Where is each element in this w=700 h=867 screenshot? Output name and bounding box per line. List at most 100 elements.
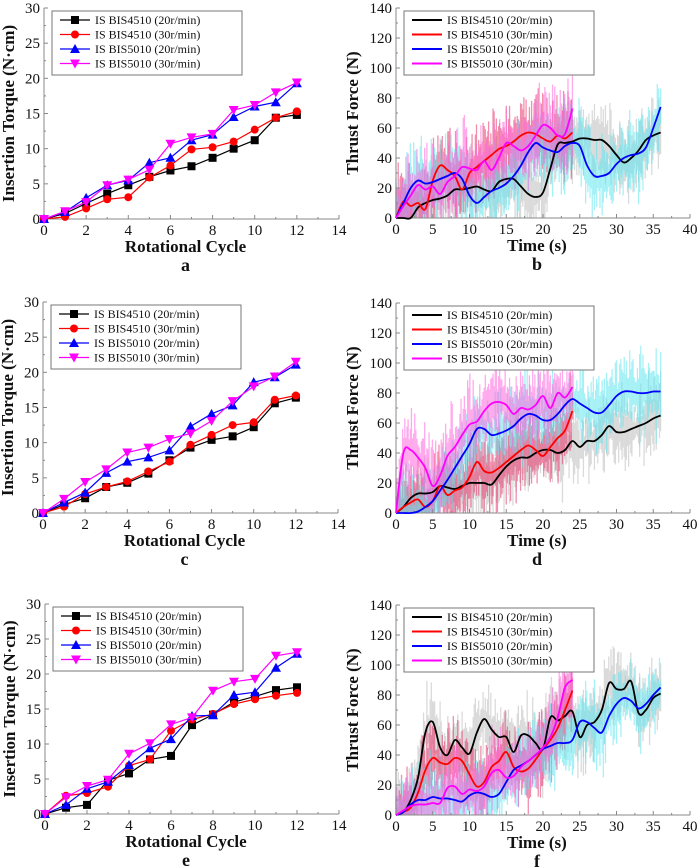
- legend-label: IS BIS4510 (30r/min): [96, 624, 201, 638]
- series-line: [396, 390, 661, 515]
- x-axis-label: Time (s): [507, 531, 567, 550]
- y-tick-label: 60: [377, 718, 392, 734]
- marker-triangle-down: [103, 775, 113, 785]
- series-1: [39, 391, 300, 517]
- legend: IS BIS4510 (20r/min)IS BIS4510 (30r/min)…: [51, 10, 243, 76]
- marker-triangle-up: [143, 452, 154, 462]
- chart-c: 0 2 4 6 8 10 12 14 0 5 10 15 20 25 30 Rotational Cycle I…: [0, 295, 346, 569]
- marker-triangle-down: [164, 435, 175, 445]
- chart-e: 0 2 4 6 8 10 12 14 0 5 10 15 20 25 30 Rotational Cycle I…: [0, 597, 347, 867]
- marker-circle: [124, 193, 133, 202]
- y-tick-label: 0: [32, 506, 40, 522]
- y-tick-label: 80: [377, 386, 392, 402]
- y-tick-label: 60: [377, 416, 392, 432]
- chart-a: 0 2 4 6 8 10 12 14 0 5 10 15 20 25 30 Rotational Cycle I…: [0, 1, 347, 275]
- y-tick-label: 20: [377, 181, 392, 197]
- panel-label: d: [532, 549, 542, 569]
- marker-circle: [72, 626, 80, 635]
- x-tick-label: 14: [331, 517, 347, 533]
- legend-label: IS BIS4510 (30r/min): [447, 323, 552, 337]
- marker-triangle-up: [185, 421, 196, 431]
- marker-square: [187, 162, 196, 171]
- legend-box: [50, 304, 242, 370]
- marker-square: [70, 310, 78, 318]
- y-tick-label: 120: [370, 628, 393, 644]
- x-tick-label: 0: [392, 819, 400, 835]
- y-tick-label: 30: [25, 1, 40, 17]
- y-tick-label: 0: [385, 808, 393, 824]
- legend-label: IS BIS4510 (30r/min): [95, 28, 200, 42]
- y-tick-label: 80: [377, 688, 392, 704]
- series-3: [395, 108, 574, 219]
- marker-triangle-up: [122, 456, 133, 466]
- marker-triangle-down: [59, 494, 70, 504]
- y-axis-label: Insertion Torque (N·cm): [0, 319, 17, 496]
- marker-triangle-down: [292, 648, 302, 658]
- marker-triangle-up: [206, 408, 217, 418]
- x-tick-label: 10: [462, 517, 477, 533]
- legend-entry: IS BIS4510 (30r/min): [412, 323, 552, 337]
- marker-triangle-down: [206, 416, 217, 426]
- legend-entry: IS BIS5010 (20r/min): [59, 336, 199, 350]
- x-tick-label: 14: [332, 818, 348, 834]
- y-tick-label: 0: [385, 506, 393, 522]
- x-tick-label: 0: [392, 517, 400, 533]
- legend-entry: IS BIS5010 (20r/min): [412, 639, 552, 653]
- x-tick-label: 5: [429, 517, 437, 533]
- legend-label: IS BIS5010 (20r/min): [95, 42, 200, 56]
- x-tick-label: 20: [536, 517, 551, 533]
- y-tick-label: 140: [370, 598, 393, 614]
- y-tick-label: 20: [25, 71, 40, 87]
- series-0: [41, 683, 301, 818]
- marker-square: [103, 189, 112, 198]
- series-3: [395, 679, 574, 816]
- y-tick-label: 80: [377, 91, 392, 107]
- y-tick-label: 10: [25, 142, 40, 158]
- marker-circle: [166, 161, 175, 170]
- x-tick-label: 20: [536, 819, 551, 835]
- y-axis-label: Thrust Force (N): [343, 346, 362, 469]
- x-tick-label: 4: [124, 517, 132, 533]
- series-line: [395, 679, 662, 816]
- marker-circle: [272, 691, 280, 700]
- x-tick-label: 8: [209, 818, 217, 834]
- marker-triangle-down: [123, 175, 134, 185]
- marker-circle: [187, 145, 196, 154]
- marker-triangle-down: [82, 782, 92, 791]
- legend-box: [52, 606, 244, 672]
- marker-triangle-down: [290, 357, 301, 367]
- legend-entry: IS BIS5010 (20r/min): [412, 337, 552, 351]
- marker-triangle-down: [249, 101, 260, 111]
- y-tick-label: 5: [33, 177, 41, 193]
- panel-label: a: [181, 255, 190, 275]
- y-tick-label: 120: [370, 31, 393, 47]
- marker-square: [166, 166, 175, 175]
- y-axis-label: Insertion Torque (N·cm): [0, 620, 19, 797]
- x-tick-label: 12: [288, 517, 303, 533]
- marker-triangle-up: [71, 640, 81, 649]
- y-tick-label: 140: [370, 296, 393, 312]
- x-axis-label: Time (s): [507, 833, 567, 852]
- x-tick-label: 4: [125, 818, 133, 834]
- legend-entry: IS BIS4510 (20r/min): [60, 13, 200, 27]
- marker-square: [249, 423, 258, 432]
- marker-triangle-up: [69, 338, 79, 347]
- marker-square: [293, 683, 301, 692]
- x-tick-label: 40: [683, 517, 698, 533]
- marker-triangle-down: [143, 443, 154, 453]
- x-tick-label: 2: [82, 223, 90, 239]
- series-3: [38, 357, 301, 518]
- marker-circle: [144, 467, 153, 476]
- marker-square: [83, 800, 91, 809]
- legend-entry: IS BIS4510 (30r/min): [412, 28, 552, 42]
- x-axis-label: Rotational Cycle: [125, 832, 247, 851]
- legend: IS BIS4510 (20r/min)IS BIS4510 (30r/min)…: [50, 304, 242, 370]
- x-tick-label: 20: [536, 222, 551, 238]
- marker-circle: [291, 391, 300, 400]
- marker-triangle-up: [80, 487, 91, 497]
- y-tick-label: 25: [26, 632, 41, 648]
- marker-square: [272, 686, 280, 695]
- x-tick-label: 15: [499, 819, 514, 835]
- y-tick-label: 30: [26, 597, 41, 613]
